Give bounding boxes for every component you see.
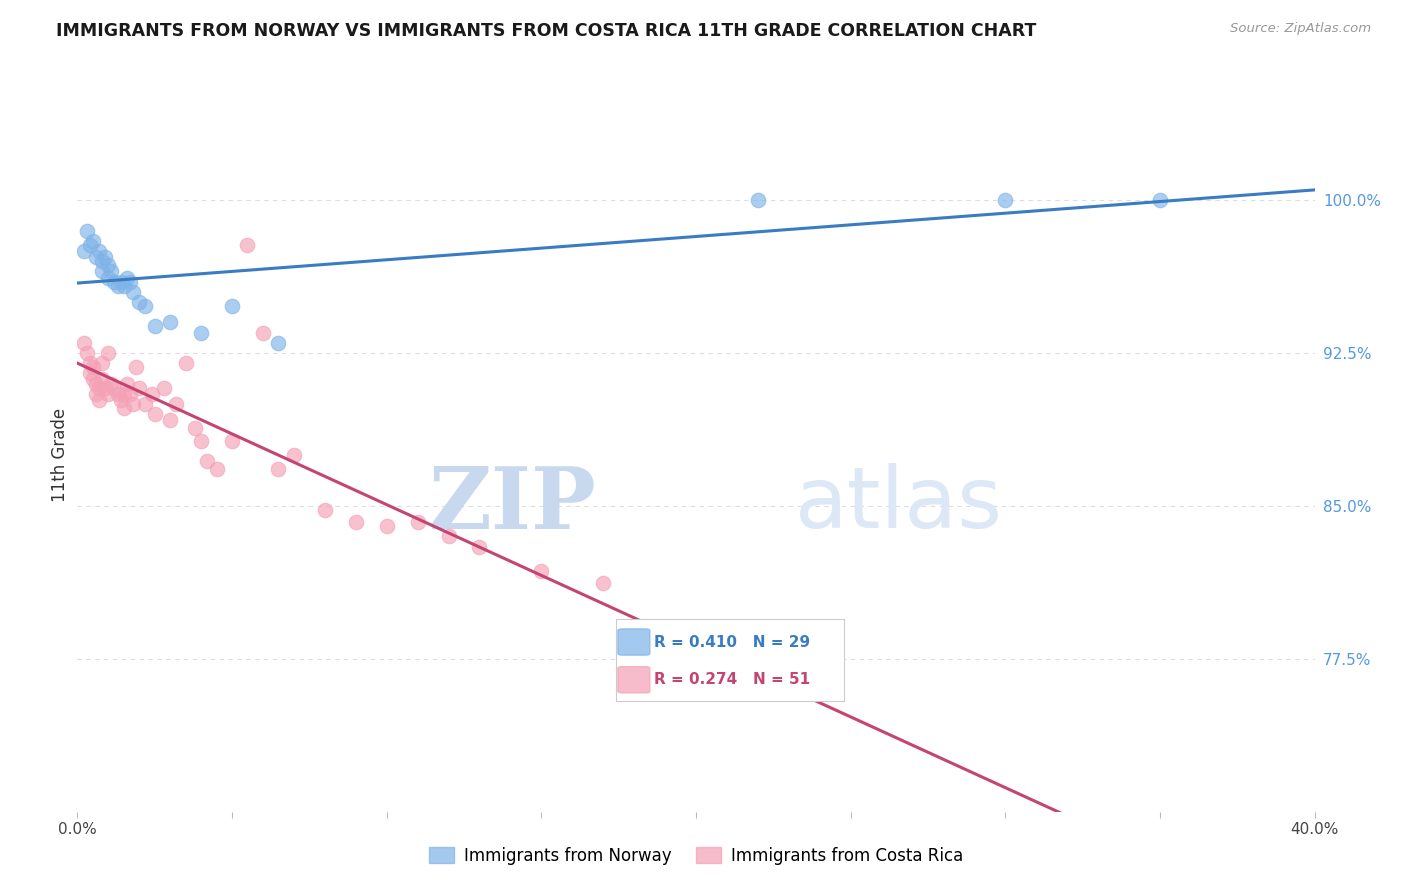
Point [91, 264, 114, 278]
Point [221, 434, 243, 448]
Point [375, 519, 398, 533]
Point [97, 346, 120, 360]
Point [125, 360, 148, 375]
Point [82, 372, 104, 386]
Point [143, 407, 166, 421]
Point [122, 285, 145, 299]
Point [112, 401, 135, 415]
Point [994, 193, 1017, 207]
Text: Source: ZipAtlas.com: Source: ZipAtlas.com [1230, 22, 1371, 36]
Point [76, 346, 98, 360]
Point [159, 315, 181, 329]
Point [592, 576, 614, 591]
Point [190, 434, 212, 448]
Point [103, 381, 125, 395]
Point [118, 275, 141, 289]
Point [344, 515, 367, 529]
Point [314, 503, 336, 517]
Point [283, 448, 305, 462]
Point [97, 270, 120, 285]
Point [100, 376, 122, 391]
Point [87, 244, 110, 258]
Point [747, 193, 769, 207]
Point [110, 392, 132, 407]
Text: atlas: atlas [794, 463, 1002, 547]
Y-axis label: 11th Grade: 11th Grade [51, 408, 69, 502]
Point [685, 678, 707, 692]
Point [128, 381, 150, 395]
Text: IMMIGRANTS FROM NORWAY VS IMMIGRANTS FROM COSTA RICA 11TH GRADE CORRELATION CHAR: IMMIGRANTS FROM NORWAY VS IMMIGRANTS FRO… [56, 22, 1036, 40]
Point [94, 250, 117, 264]
Point [91, 254, 114, 268]
Point [141, 386, 163, 401]
Point [153, 381, 176, 395]
Point [82, 360, 104, 375]
Point [406, 515, 429, 529]
Point [72, 335, 94, 350]
Point [122, 397, 145, 411]
Point [236, 238, 259, 252]
Point [190, 326, 212, 340]
Point [91, 356, 114, 370]
Point [115, 376, 138, 391]
Point [112, 278, 135, 293]
Point [221, 299, 243, 313]
Point [118, 386, 141, 401]
Point [97, 258, 120, 272]
Point [252, 326, 274, 340]
Point [107, 278, 129, 293]
Point [87, 392, 110, 407]
Point [128, 295, 150, 310]
Point [79, 356, 101, 370]
Point [134, 299, 156, 313]
Point [97, 386, 120, 401]
Point [100, 264, 122, 278]
Point [94, 381, 117, 395]
Point [79, 238, 101, 252]
Point [205, 462, 228, 476]
Point [79, 367, 101, 381]
Point [87, 381, 110, 395]
Point [530, 564, 553, 578]
Point [174, 356, 197, 370]
Point [1149, 193, 1171, 207]
Point [91, 372, 114, 386]
Point [103, 275, 125, 289]
Point [72, 244, 94, 258]
Point [84, 376, 107, 391]
Point [195, 454, 218, 468]
Point [159, 413, 181, 427]
Point [112, 386, 135, 401]
Point [267, 335, 290, 350]
Point [107, 386, 129, 401]
Point [267, 462, 290, 476]
Point [110, 275, 132, 289]
Point [84, 250, 107, 264]
Point [76, 224, 98, 238]
Point [165, 397, 187, 411]
Point [437, 529, 460, 543]
Point [84, 386, 107, 401]
Text: ZIP: ZIP [429, 463, 598, 547]
Legend: Immigrants from Norway, Immigrants from Costa Rica: Immigrants from Norway, Immigrants from … [422, 840, 970, 871]
Point [468, 540, 491, 554]
Point [82, 234, 104, 248]
Point [143, 319, 166, 334]
Point [115, 270, 138, 285]
Point [184, 421, 207, 435]
Point [134, 397, 156, 411]
